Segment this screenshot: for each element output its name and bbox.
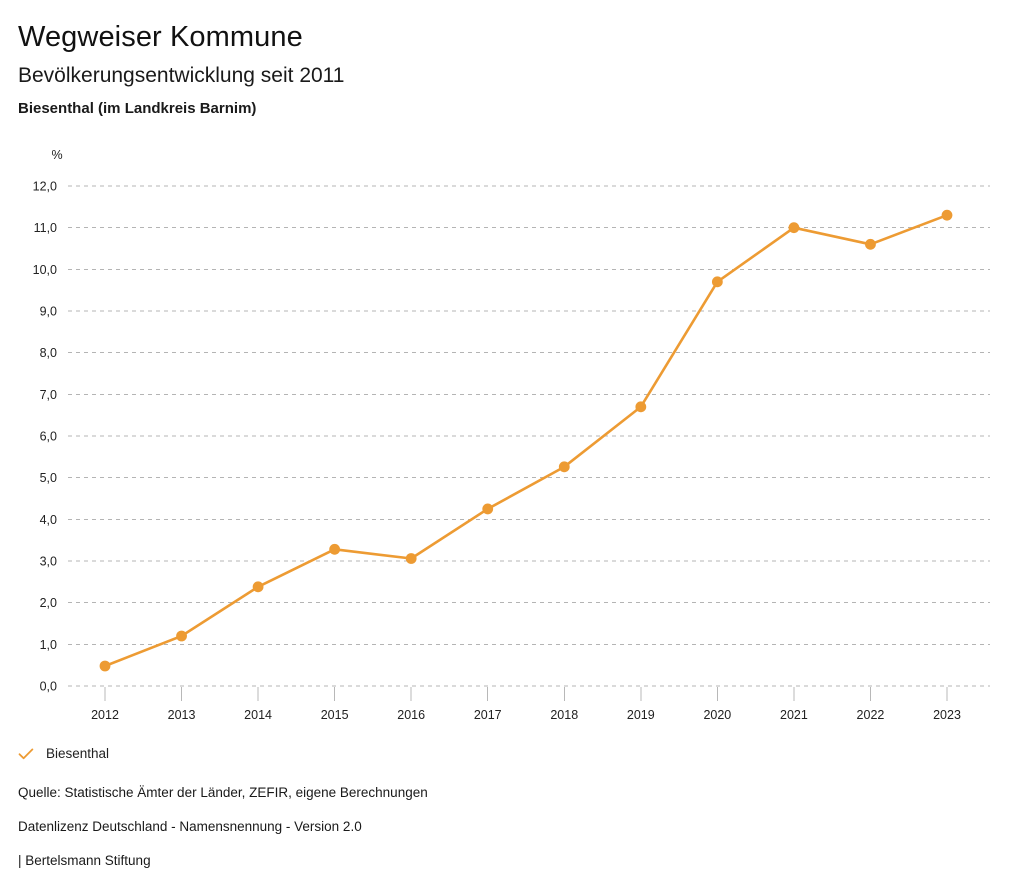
x-axis-tick-label: 2016 bbox=[397, 708, 425, 722]
chart-plot-area: 0,0 1,0 2,0 3,0 4,0 5,0 6,0 7,0 8,0 9,0 10,0 11,0 12… bbox=[0, 140, 1024, 730]
data-point[interactable] bbox=[252, 581, 264, 593]
y-axis-tick-label: 3,0 bbox=[40, 555, 57, 569]
data-point[interactable] bbox=[176, 630, 187, 642]
y-axis-tick-label: 1,0 bbox=[40, 638, 57, 652]
x-axis-tick-label: 2022 bbox=[857, 708, 885, 722]
data-point[interactable] bbox=[329, 543, 341, 555]
y-axis-tick-label: 0,0 bbox=[40, 680, 57, 694]
y-axis-tick-label: 6,0 bbox=[40, 430, 57, 444]
footer-license: Datenlizenz Deutschland - Namensnennung … bbox=[18, 819, 362, 834]
series-line-group bbox=[103, 213, 949, 668]
x-axis-tick-label: 2013 bbox=[168, 708, 196, 722]
data-point[interactable] bbox=[405, 553, 417, 564]
y-axis-labels: 0,0 1,0 2,0 3,0 4,0 5,0 6,0 7,0 8,0 9,0 10,0 11,0 12… bbox=[33, 180, 57, 694]
page-title: Wegweiser Kommune bbox=[18, 21, 303, 53]
x-axis-tick-label: 2015 bbox=[321, 708, 349, 722]
xtick-marks-group bbox=[104, 687, 948, 701]
x-axis-tick-label: 2019 bbox=[627, 708, 655, 722]
data-point[interactable] bbox=[788, 222, 800, 234]
data-point[interactable] bbox=[558, 461, 570, 473]
chart-legend[interactable]: Biesenthal bbox=[18, 745, 109, 763]
y-axis-tick-label: 10,0 bbox=[33, 263, 57, 277]
y-axis-tick-label: 8,0 bbox=[40, 346, 57, 360]
data-point[interactable] bbox=[711, 276, 723, 288]
data-point[interactable] bbox=[865, 238, 876, 250]
check-icon bbox=[18, 748, 34, 760]
line-chart-svg: 0,0 1,0 2,0 3,0 4,0 5,0 6,0 7,0 8,0 9,0 10,0 11,0 12… bbox=[33, 148, 990, 722]
x-axis-tick-label: 2023 bbox=[933, 708, 961, 722]
series-points-group bbox=[99, 209, 953, 672]
data-point[interactable] bbox=[99, 660, 111, 672]
y-axis-tick-label: 11,0 bbox=[34, 221, 57, 235]
footer-publisher: | Bertelsmann Stiftung bbox=[18, 853, 151, 868]
x-axis-tick-label: 2012 bbox=[91, 708, 119, 722]
x-axis-tick-label: 2014 bbox=[244, 708, 272, 722]
x-axis-tick-label: 2018 bbox=[550, 708, 578, 722]
y-axis-unit-label: % bbox=[51, 148, 62, 162]
x-axis-labels: 2012 2013 2014 2015 2016 2017 2018 2019 2020 2021… bbox=[91, 708, 961, 722]
gridlines-group bbox=[68, 185, 990, 687]
chart-region: Biesenthal (im Landkreis Barnim) bbox=[18, 100, 257, 117]
y-axis-tick-label: 2,0 bbox=[40, 596, 57, 610]
chart-subtitle: Bevölkerungsentwicklung seit 2011 bbox=[18, 64, 345, 87]
data-point[interactable] bbox=[635, 401, 647, 413]
x-axis-tick-label: 2021 bbox=[780, 708, 808, 722]
y-axis-tick-label: 12,0 bbox=[33, 180, 57, 194]
x-axis-tick-label: 2017 bbox=[474, 708, 502, 722]
y-axis-tick-label: 5,0 bbox=[40, 471, 57, 485]
y-axis-tick-label: 4,0 bbox=[40, 513, 57, 527]
y-axis-tick-label: 9,0 bbox=[40, 305, 57, 319]
chart-header: Wegweiser Kommune Bevölkerungsentwicklun… bbox=[0, 0, 1024, 120]
data-point[interactable] bbox=[482, 503, 494, 515]
series-line bbox=[103, 213, 949, 668]
legend-item-label: Biesenthal bbox=[46, 746, 110, 761]
chart-footer: Quelle: Statistische Ämter der Länder, Z… bbox=[18, 784, 918, 870]
x-axis-tick-label: 2020 bbox=[703, 708, 731, 722]
y-axis-tick-label: 7,0 bbox=[40, 388, 57, 402]
data-point[interactable] bbox=[941, 209, 953, 221]
footer-source: Quelle: Statistische Ämter der Länder, Z… bbox=[18, 785, 428, 800]
